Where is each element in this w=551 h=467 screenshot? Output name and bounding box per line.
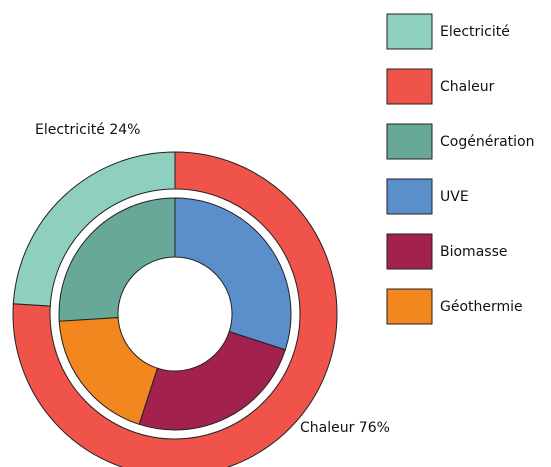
slice-label: Chaleur 76%	[300, 420, 390, 436]
donut-slice	[174, 197, 292, 351]
legend-label: Biomasse	[440, 244, 507, 260]
legend-label: UVE	[440, 189, 469, 205]
legend-label: Géothermie	[440, 299, 523, 315]
donut-slice	[58, 317, 159, 425]
legend-swatch	[386, 288, 433, 325]
slice-label: Electricité 24%	[35, 122, 140, 138]
legend-swatch	[386, 178, 433, 215]
legend-label: Chaleur	[440, 79, 495, 95]
legend-swatch	[386, 233, 433, 270]
legend-swatch	[386, 123, 433, 160]
legend-swatch	[386, 13, 433, 50]
donut-slice	[138, 330, 286, 431]
legend-label: Cogénération	[440, 134, 534, 150]
donut-slice	[12, 151, 338, 467]
legend-swatch	[386, 68, 433, 105]
legend-label: Electricité	[440, 24, 510, 40]
donut-slice	[58, 197, 176, 322]
